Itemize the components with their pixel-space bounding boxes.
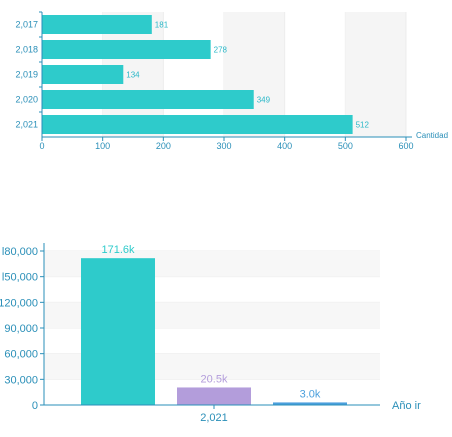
data-label: 349 bbox=[257, 96, 271, 105]
y-tick-label: 60,000 bbox=[4, 349, 38, 361]
bar bbox=[81, 258, 155, 405]
x-tick-label: 300 bbox=[216, 141, 231, 151]
bar bbox=[42, 115, 353, 134]
x-tick-label: 600 bbox=[398, 141, 413, 151]
y-tick-label: 120,000 bbox=[0, 297, 38, 309]
bar bbox=[42, 15, 152, 34]
x-tick-label: 0 bbox=[39, 141, 44, 151]
x-tick-label: 500 bbox=[338, 141, 353, 151]
data-label: 181 bbox=[155, 21, 169, 30]
y-tick-label: l50,000 bbox=[2, 272, 38, 284]
data-label: 278 bbox=[214, 46, 228, 55]
bar bbox=[42, 65, 124, 84]
data-label: 512 bbox=[356, 121, 370, 130]
y-tick-label: l80,000 bbox=[2, 246, 38, 258]
x-tick-label: 2,021 bbox=[200, 412, 228, 424]
chart-quantity-by-year: 181 2,017 278 2,018 134 2,019 349 2,020 512 2,021… bbox=[15, 11, 448, 151]
bar bbox=[177, 387, 251, 405]
y-tick-label: 2,017 bbox=[15, 20, 38, 30]
y-tick-label: 2,018 bbox=[15, 45, 38, 55]
data-label: 20.5k bbox=[201, 373, 228, 385]
x-tick-label: 400 bbox=[277, 141, 292, 151]
y-tick-label: 2,020 bbox=[15, 95, 38, 105]
chart-year-breakdown: 0 30,000 60,000 90,000 120,000 l50,000 l80,000… bbox=[0, 243, 421, 424]
bar bbox=[273, 402, 347, 405]
y-tick-label: 2,021 bbox=[15, 120, 38, 130]
y-tick-label: 90,000 bbox=[4, 323, 38, 335]
x-axis-title: Cantidad bbox=[416, 131, 448, 140]
y-tick-label: 30,000 bbox=[4, 374, 38, 386]
data-label: 171.6k bbox=[101, 244, 135, 256]
grid-band bbox=[345, 12, 406, 137]
x-axis-title: Año ir bbox=[392, 400, 421, 412]
data-label: 3.0k bbox=[300, 388, 321, 400]
y-tick-label: 0 bbox=[32, 400, 38, 412]
y-tick-label: 2,019 bbox=[15, 70, 38, 80]
data-label: 134 bbox=[126, 71, 140, 80]
bar bbox=[42, 90, 254, 109]
x-tick-label: 200 bbox=[156, 141, 171, 151]
x-tick-label: 100 bbox=[95, 141, 110, 151]
bar bbox=[42, 40, 211, 59]
